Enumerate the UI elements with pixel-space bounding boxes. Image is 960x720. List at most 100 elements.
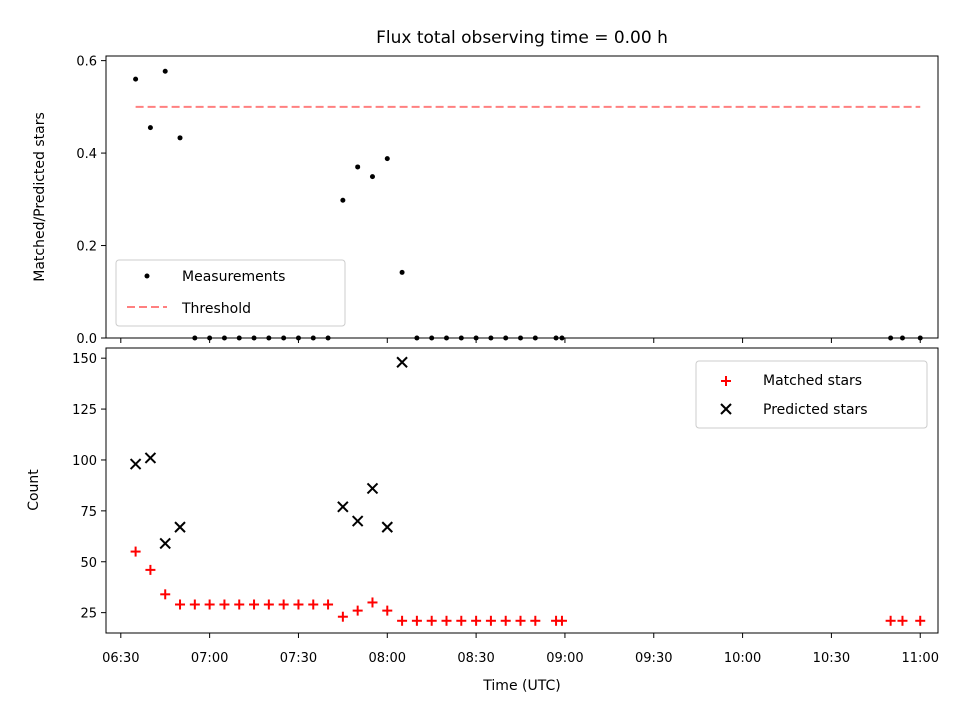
matched-stars-point	[411, 615, 422, 626]
measurement-point	[443, 335, 449, 341]
measurement-point	[888, 335, 894, 341]
matched-stars-point	[175, 599, 186, 610]
matched-stars-point	[397, 615, 408, 626]
matched-stars-point	[308, 599, 319, 610]
matched-stars-point	[915, 615, 926, 626]
measurement-point	[192, 335, 198, 341]
matched-stars-point	[352, 605, 363, 616]
matched-stars-point	[204, 599, 215, 610]
measurement-point	[325, 335, 331, 341]
measurement-point	[399, 269, 405, 275]
legend-predicted-marker	[720, 403, 732, 415]
matched-stars-point	[278, 599, 289, 610]
matched-stars-point	[219, 599, 230, 610]
matched-stars-point	[337, 611, 348, 622]
matched-stars-point	[515, 615, 526, 626]
y-tick-label: 25	[80, 607, 97, 622]
bottom-panel-count: Count	[26, 347, 939, 634]
matched-stars-point	[485, 615, 496, 626]
measurement-point	[488, 335, 494, 341]
measurement-point	[340, 197, 346, 203]
x-tick-label: 08:00	[369, 651, 406, 666]
predicted-stars-point	[381, 521, 393, 533]
x-tick-label: 07:00	[191, 651, 228, 666]
measurement-point	[518, 335, 524, 341]
y-tick-label: 0.6	[76, 55, 97, 70]
y-tick-label: 75	[80, 505, 97, 520]
legend-measurements-marker	[144, 273, 150, 279]
predicted-stars-point	[129, 458, 142, 470]
measurement-point	[559, 335, 565, 341]
top-panel-ylabel: Matched/Predicted stars	[32, 112, 48, 282]
matched-stars-point	[323, 599, 334, 610]
predicted-stars-point	[337, 501, 349, 513]
x-tick-label: 10:30	[813, 651, 850, 666]
predicted-stars-point	[351, 515, 364, 527]
measurement-point	[899, 335, 905, 341]
measurement-point	[414, 335, 420, 341]
matched-stars-point	[293, 599, 304, 610]
x-axis-label: Time (UTC)	[482, 678, 560, 694]
measurement-point	[236, 335, 242, 341]
matched-stars-point	[382, 605, 393, 616]
predicted-stars-point	[366, 482, 379, 495]
legend-threshold-label: Threshold	[181, 301, 251, 317]
measurement-point	[917, 335, 923, 341]
measurement-point	[503, 335, 509, 341]
top-panel-ticks: 0.0 0.2 0.4 0.6	[76, 55, 921, 347]
matched-stars-point	[471, 615, 482, 626]
predicted-stars-point	[159, 537, 171, 550]
matched-stars-point	[897, 615, 908, 626]
matched-stars-point	[500, 615, 511, 626]
matched-stars-point	[530, 615, 541, 626]
top-panel-marks	[133, 68, 923, 341]
measurement-point	[207, 335, 213, 341]
matched-stars-point	[263, 599, 274, 610]
predicted-stars-point	[144, 452, 157, 464]
y-tick-label: 0.2	[76, 240, 97, 255]
x-tick-label: 06:30	[102, 651, 139, 666]
x-tick-label: 09:00	[546, 651, 583, 666]
matched-stars-point	[189, 599, 200, 610]
legend-matched-marker	[721, 376, 731, 386]
x-tick-label: 09:30	[635, 651, 672, 666]
measurement-point	[429, 335, 435, 341]
measurement-point	[458, 335, 464, 341]
top-panel-legend: Measurements Threshold	[115, 259, 346, 327]
bottom-legend-frame	[695, 360, 928, 429]
measurement-point	[295, 335, 301, 341]
measurement-point	[147, 125, 153, 131]
matched-stars-point	[426, 615, 437, 626]
measurement-point	[133, 76, 139, 82]
legend-predicted-label: Predicted stars	[763, 402, 868, 418]
predicted-stars-point	[396, 356, 408, 368]
top-legend-frame	[115, 259, 346, 327]
matched-stars-point	[160, 589, 171, 600]
bottom-panel-marks	[129, 356, 926, 626]
chart-title: Flux total observing time = 0.00 h	[376, 28, 668, 48]
predicted-stars-point	[174, 521, 186, 533]
measurement-point	[369, 174, 375, 180]
y-tick-label: 100	[72, 454, 97, 469]
matched-stars-point	[234, 599, 245, 610]
legend-measurements-label: Measurements	[182, 269, 285, 285]
bottom-panel-ylabel: Count	[26, 469, 42, 511]
bottom-panel-frame	[105, 347, 939, 634]
y-tick-label: 50	[80, 556, 97, 571]
y-tick-label: 125	[72, 403, 97, 418]
measurement-point	[162, 68, 168, 74]
measurement-point	[281, 335, 287, 341]
measurement-point	[532, 335, 538, 341]
measurement-point	[384, 156, 390, 162]
legend-matched-label: Matched stars	[763, 373, 862, 389]
x-tick-label: 10:00	[724, 651, 761, 666]
x-tick-label: 11:00	[902, 651, 939, 666]
measurement-point	[310, 335, 316, 341]
matched-stars-point	[885, 615, 896, 626]
y-tick-label: 150	[72, 352, 97, 367]
measurement-point	[355, 164, 361, 170]
y-tick-label: 0.4	[76, 147, 97, 162]
bottom-panel-legend: Matched stars Predicted stars	[695, 360, 928, 429]
matched-stars-point	[145, 564, 156, 575]
